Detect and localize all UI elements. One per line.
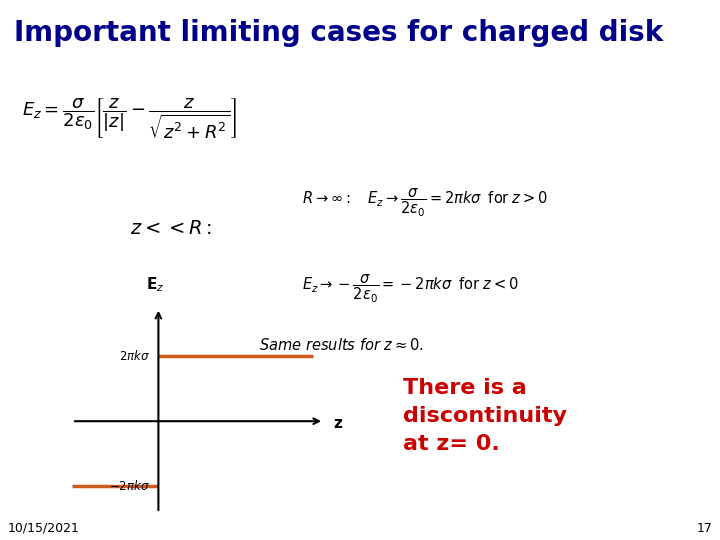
Text: There is a
discontinuity
at z= 0.: There is a discontinuity at z= 0.: [403, 378, 567, 454]
Text: $\mathbf{E}_z$: $\mathbf{E}_z$: [145, 275, 164, 294]
Text: $z{<}{<}R:$: $z{<}{<}R:$: [130, 219, 212, 238]
Text: 17: 17: [697, 522, 713, 535]
Text: $2\pi k\sigma$: $2\pi k\sigma$: [119, 349, 150, 363]
Text: $R \to \infty: \quad E_z \to \dfrac{\sigma}{2\varepsilon_0} = 2\pi k\sigma \;\; : $R \to \infty: \quad E_z \to \dfrac{\sig…: [302, 186, 549, 219]
Text: 10/15/2021: 10/15/2021: [7, 522, 79, 535]
Text: $E_z \to -\dfrac{\sigma}{2\varepsilon_0} = -2\pi k\sigma \;\; \mathrm{for}\; z <: $E_z \to -\dfrac{\sigma}{2\varepsilon_0}…: [302, 273, 519, 305]
Text: $\mathbf{z}$: $\mathbf{z}$: [333, 416, 343, 431]
Text: $-2\pi k\sigma$: $-2\pi k\sigma$: [109, 479, 150, 493]
Text: $E_z = \dfrac{\sigma}{2\varepsilon_0}\left[\dfrac{z}{|z|} - \dfrac{z}{\sqrt{z^2+: $E_z = \dfrac{\sigma}{2\varepsilon_0}\le…: [22, 97, 237, 141]
Text: Important limiting cases for charged disk: Important limiting cases for charged dis…: [14, 19, 664, 47]
Text: Same results for $z \approx 0.$: Same results for $z \approx 0.$: [259, 338, 424, 354]
